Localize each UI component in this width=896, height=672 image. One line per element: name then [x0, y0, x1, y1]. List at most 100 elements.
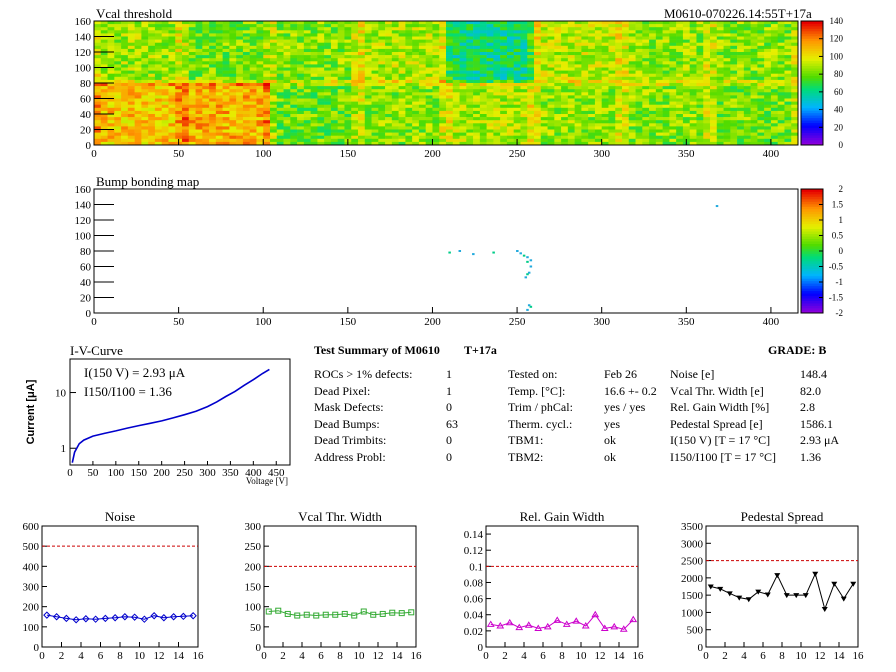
vcal-cell	[513, 114, 521, 118]
vcal-cell	[757, 132, 765, 136]
vcal-cell	[452, 64, 460, 68]
vcal-cell	[215, 132, 223, 136]
vcal-cell	[710, 135, 718, 140]
vcal-cell	[777, 86, 785, 90]
vcal-cell	[148, 58, 156, 62]
vcal-cell	[222, 138, 230, 143]
vcal-cell	[459, 30, 467, 34]
vcal-cell	[107, 126, 115, 130]
vcal-cell	[290, 110, 298, 115]
vcal-cell	[777, 83, 785, 87]
vcal-cell	[94, 70, 102, 74]
vcal-cell	[493, 138, 501, 143]
bump-ytick-label: 140	[75, 200, 92, 212]
vcal-cell	[283, 110, 291, 115]
vcal-cell	[669, 86, 677, 90]
vcal-cell	[344, 135, 352, 140]
vcal-cell	[344, 98, 352, 102]
vcal-cell	[161, 45, 169, 50]
vcal-cell	[628, 86, 636, 90]
vcal-cell	[249, 64, 257, 68]
vcal-cell	[561, 30, 569, 34]
vcal-cell	[791, 67, 799, 71]
vcal-cell	[506, 21, 514, 25]
vcal-cell	[263, 76, 271, 81]
vcal-cell	[676, 135, 684, 140]
vcal-cell	[229, 55, 237, 59]
vcal-cell	[412, 48, 420, 53]
vcal-cell	[520, 30, 528, 34]
vcal-cell	[601, 129, 609, 133]
vcal-cell	[175, 89, 183, 93]
vcal-cell	[330, 104, 338, 109]
vcal-cell	[696, 110, 704, 115]
vcal-cell	[527, 48, 535, 53]
bump-xtick-label: 400	[763, 316, 780, 328]
vcal-cell	[486, 141, 494, 146]
summary-left-label: Mask Defects:	[314, 400, 384, 414]
vcal-cell	[249, 120, 257, 124]
vcal-cell	[141, 129, 149, 133]
vcal-cell	[466, 33, 474, 37]
vcal-cell	[371, 83, 379, 87]
vcal-cell	[669, 21, 677, 25]
vcal-cell	[655, 79, 663, 84]
vcal-cell	[642, 36, 650, 40]
vcal-cell	[107, 61, 115, 65]
vcal-cell	[358, 67, 366, 71]
vcal-cell	[574, 52, 582, 56]
vcal-cell	[723, 104, 731, 109]
vcal-cell	[777, 120, 785, 124]
vcal-cell	[682, 95, 690, 99]
vcal-cell	[770, 123, 778, 127]
vcal-cell	[398, 138, 406, 143]
vcal-cell	[114, 73, 122, 78]
mini-point	[82, 615, 90, 623]
vcal-cell	[188, 67, 196, 71]
vcal-cell	[161, 64, 169, 68]
vcal-cell	[398, 117, 406, 121]
vcal-cell	[310, 138, 318, 143]
vcal-cell	[513, 123, 521, 127]
vcal-cell	[121, 27, 129, 31]
vcal-cell	[270, 27, 278, 31]
vcal-cell	[730, 135, 738, 140]
vcal-cell	[100, 114, 108, 118]
vcal-cell	[134, 61, 142, 65]
vcal-cell	[188, 24, 196, 28]
vcal-cell	[703, 135, 711, 140]
vcal-cell	[561, 70, 569, 74]
vcal-cell	[195, 110, 203, 115]
summary-right-label: Rel. Gain Width [%]	[670, 400, 770, 414]
mini-xtick-label: 6	[98, 650, 104, 662]
vcal-cell	[601, 61, 609, 65]
vcal-cell	[270, 70, 278, 74]
vcal-cell	[750, 114, 758, 118]
vcal-cell	[757, 126, 765, 130]
vcal-cell	[127, 21, 135, 25]
vcal-cell	[554, 70, 562, 74]
vcal-cell	[290, 135, 298, 140]
vcal-cell	[662, 67, 670, 71]
vcal-cell	[574, 36, 582, 40]
vcal-cell	[425, 83, 433, 87]
vcal-cell	[730, 58, 738, 62]
vcal-cell	[121, 33, 129, 37]
vcal-cell	[716, 52, 724, 56]
vcal-cell	[418, 95, 426, 99]
vcal-cell	[310, 110, 318, 115]
mini-point	[572, 617, 581, 624]
vcal-cell	[242, 86, 250, 90]
vcal-cell	[168, 114, 176, 118]
vcal-cell	[527, 73, 535, 78]
vcal-cell	[696, 89, 704, 93]
vcal-cell	[452, 101, 460, 105]
vcal-cell	[100, 39, 108, 43]
vcal-cell	[385, 76, 393, 81]
vcal-cell	[757, 79, 765, 84]
vcal-cell	[222, 21, 230, 25]
vcal-cell	[486, 104, 494, 109]
vcal-cell	[615, 55, 623, 59]
vcal-cell	[310, 117, 318, 121]
bump-palette-band	[801, 201, 823, 205]
